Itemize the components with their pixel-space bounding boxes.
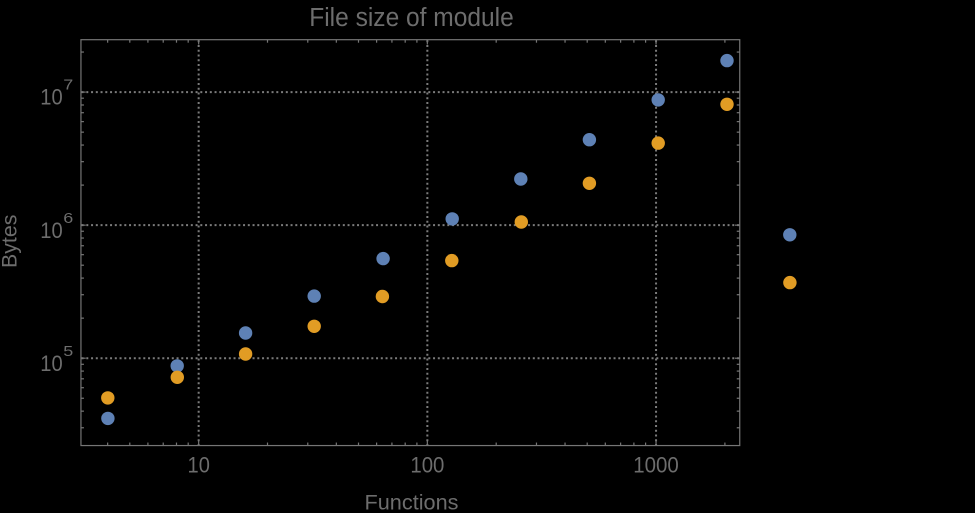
svg-text:File size of module: File size of module bbox=[309, 4, 514, 32]
svg-text:6: 6 bbox=[63, 211, 73, 227]
svg-text:10: 10 bbox=[40, 351, 62, 376]
svg-text:100: 100 bbox=[410, 453, 444, 478]
svg-text:Bytes: Bytes bbox=[0, 215, 22, 268]
svg-text:Functions: Functions bbox=[365, 492, 459, 513]
svg-text:10: 10 bbox=[40, 218, 62, 243]
svg-text:7: 7 bbox=[63, 78, 73, 94]
svg-text:10: 10 bbox=[40, 85, 62, 110]
svg-text:10: 10 bbox=[188, 453, 210, 478]
svg-text:5: 5 bbox=[63, 344, 73, 360]
svg-text:1000: 1000 bbox=[633, 453, 679, 478]
